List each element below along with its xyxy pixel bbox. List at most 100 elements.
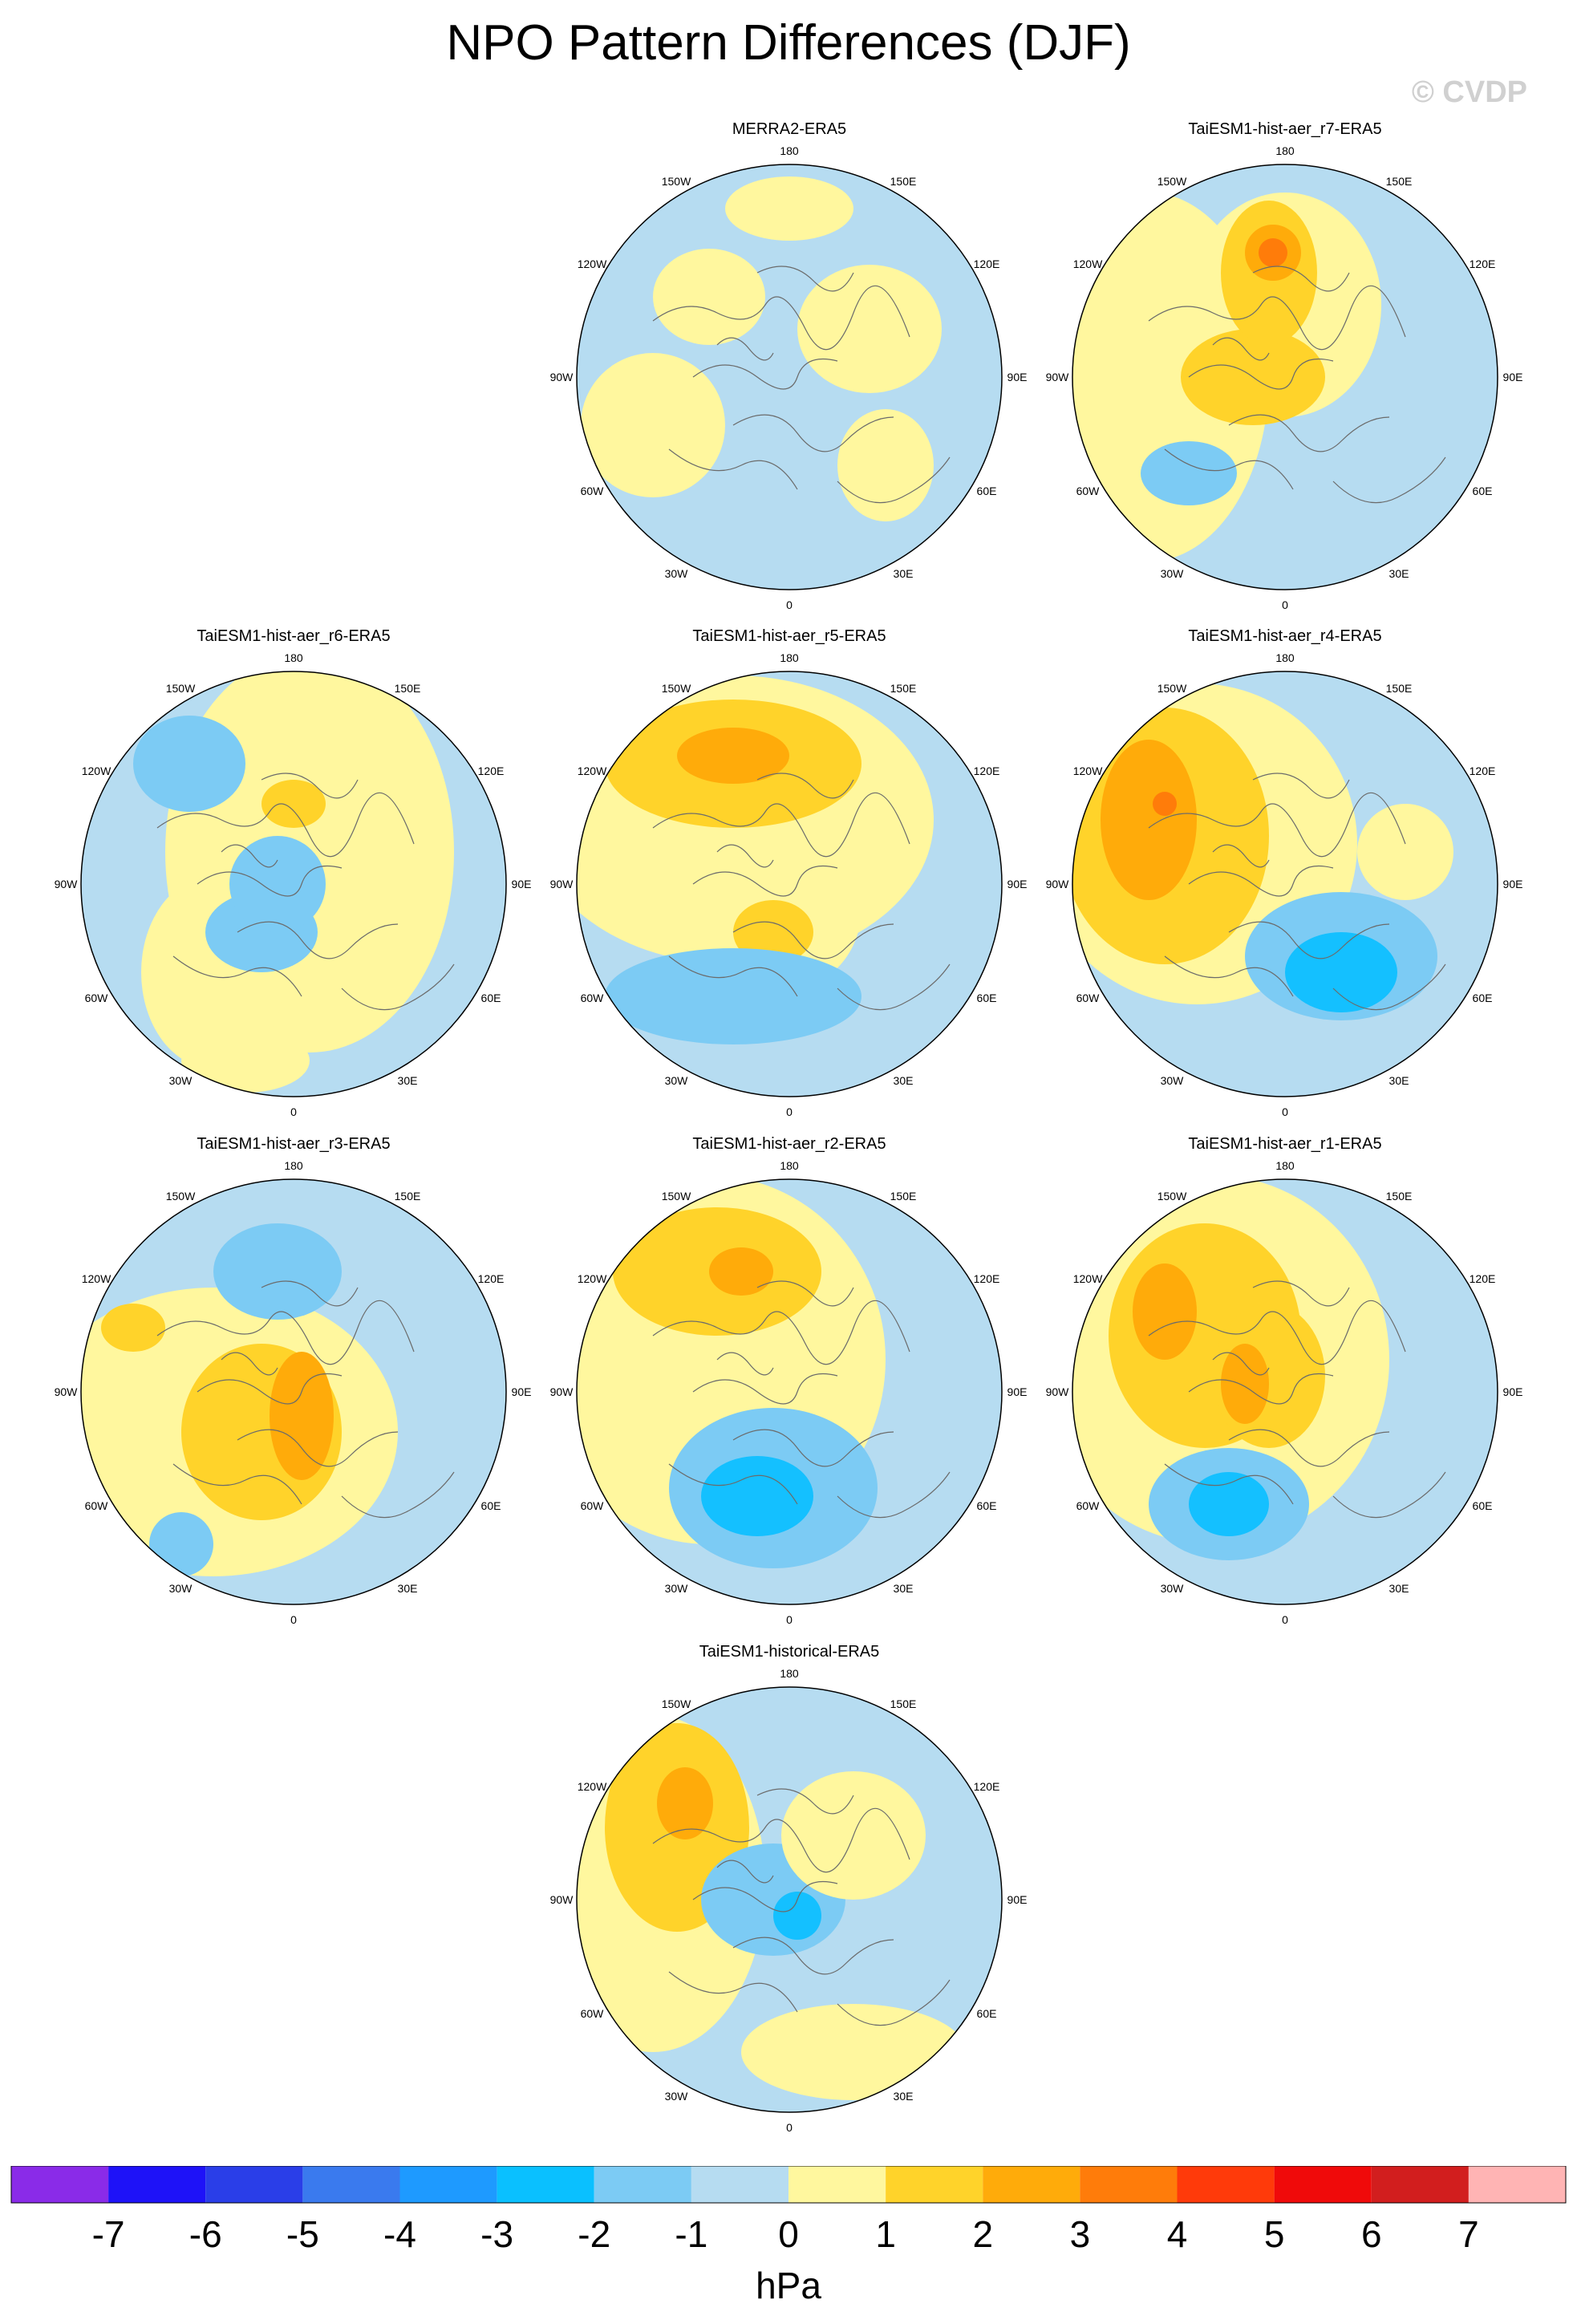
- coastline: [156, 792, 415, 858]
- longitude-label: 150W: [165, 1190, 196, 1203]
- longitude-label: 150E: [890, 175, 917, 188]
- longitude-label: 120E: [1469, 765, 1496, 777]
- longitude-label: 150E: [394, 1190, 421, 1203]
- longitude-label: 60W: [84, 1499, 108, 1512]
- field-contour: [1133, 1263, 1197, 1360]
- coastline: [716, 1860, 774, 1884]
- longitude-label: 0: [786, 1613, 793, 1626]
- longitude-label: 0: [290, 1613, 297, 1626]
- coastline: [652, 285, 910, 351]
- colorbar-tick-label: -1: [675, 2213, 708, 2255]
- longitude-label: 30E: [397, 1582, 418, 1595]
- longitude-label: 30W: [664, 567, 688, 580]
- colorbar-tick-label: -2: [578, 2213, 611, 2255]
- longitude-label: 120E: [477, 765, 505, 777]
- colorbar-tick-label: 6: [1360, 2213, 1382, 2255]
- polar-map: [1072, 671, 1498, 1097]
- field-contour: [149, 1512, 213, 1576]
- map-panel: TaiESM1-hist-aer_r4-ERA5 180 150E 120E 90E 60…: [1028, 619, 1542, 1133]
- coastline: [1332, 963, 1446, 1011]
- coastline: [716, 337, 774, 361]
- field-contour: [229, 836, 326, 932]
- longitude-label: 150W: [661, 1190, 691, 1203]
- longitude-label: 90W: [1045, 878, 1069, 890]
- longitude-label: 120E: [1469, 258, 1496, 270]
- longitude-label: 90W: [1045, 371, 1069, 383]
- longitude-label: 120E: [973, 1780, 1000, 1793]
- coastline: [692, 1373, 838, 1405]
- longitude-label: 150W: [165, 682, 196, 695]
- coastline: [837, 456, 951, 504]
- colorbar-segment: [983, 2166, 1080, 2203]
- coastline: [716, 1352, 774, 1376]
- longitude-label: 120W: [577, 1780, 607, 1793]
- coastline: [1148, 285, 1406, 351]
- longitude-label: 30E: [893, 1074, 914, 1087]
- longitude-label: 90E: [1007, 1385, 1028, 1398]
- coastline: [668, 1971, 798, 2013]
- field-contour: [213, 1223, 342, 1320]
- longitude-label: 30E: [1388, 1582, 1409, 1595]
- longitude-label: 150W: [661, 682, 691, 695]
- map-panel: TaiESM1-historical-ERA5 180 150E 120E 90E 60E…: [533, 1635, 1046, 2148]
- longitude-label: 90E: [1502, 371, 1523, 383]
- longitude-label: 90W: [549, 1893, 574, 1906]
- longitude-label: 150E: [1385, 682, 1413, 695]
- coastline: [732, 1429, 894, 1467]
- colorbar-segment: [497, 2166, 594, 2203]
- panel-title: TaiESM1-hist-aer_r2-ERA5: [692, 1135, 886, 1153]
- coastline: [1148, 1300, 1406, 1365]
- colorbar-segment: [399, 2166, 497, 2203]
- colorbar-tick-label: 0: [778, 2213, 799, 2255]
- colorbar-segment: [1371, 2166, 1469, 2203]
- map-panel: TaiESM1-hist-aer_r1-ERA5 180 150E 120E 90E 60…: [1028, 1127, 1542, 1641]
- colorbar-segment: [205, 2166, 303, 2203]
- longitude-label: 30W: [1160, 567, 1184, 580]
- colorbar-segment: [302, 2166, 400, 2203]
- map-panel: MERRA2-ERA5 180 150E 120E 90E 60E 30E 0 30W 60W 90…: [533, 112, 1046, 626]
- map-panel: TaiESM1-hist-aer_r6-ERA5 180 150E 120E 90E 60…: [37, 619, 550, 1133]
- longitude-label: 0: [786, 2121, 793, 2134]
- coastline: [1164, 448, 1294, 490]
- panel-title: TaiESM1-hist-aer_r7-ERA5: [1188, 120, 1382, 138]
- longitude-label: 90E: [1007, 1893, 1028, 1906]
- field-contour: [133, 716, 245, 812]
- map-border: [576, 671, 1003, 1097]
- longitude-label: 120W: [577, 258, 607, 270]
- polar-map: [1072, 164, 1498, 590]
- coastline: [692, 358, 838, 390]
- longitude-label: 30W: [1160, 1074, 1184, 1087]
- field-contour: [1357, 804, 1453, 900]
- longitude-label: 30W: [168, 1074, 193, 1087]
- field-contour: [101, 1304, 165, 1352]
- longitude-label: 60W: [580, 992, 604, 1004]
- panel-title: TaiESM1-hist-aer_r6-ERA5: [197, 627, 391, 645]
- longitude-label: 90E: [1007, 878, 1028, 890]
- longitude-label: 90W: [1045, 1385, 1069, 1398]
- map-border: [576, 164, 1003, 590]
- field-contour: [1259, 238, 1287, 267]
- coastline: [756, 773, 854, 799]
- field-contour: [1221, 1344, 1269, 1424]
- coastline: [1164, 955, 1294, 997]
- field-contour: [773, 1892, 821, 1940]
- polar-map: [576, 1178, 1003, 1605]
- longitude-label: 60W: [580, 485, 604, 497]
- longitude-label: 0: [786, 598, 793, 611]
- longitude-label: 0: [1282, 598, 1288, 611]
- polar-map: [576, 164, 1003, 590]
- coastline: [756, 1788, 854, 1815]
- coastline: [732, 414, 894, 452]
- field-contour: [741, 2004, 966, 2100]
- colorbar-tick-label: 2: [972, 2213, 994, 2255]
- longitude-label: 60E: [976, 1499, 997, 1512]
- longitude-label: 90W: [549, 371, 574, 383]
- colorbar-tick-label: -5: [286, 2213, 319, 2255]
- field-contour: [1153, 792, 1177, 816]
- longitude-label: 30W: [168, 1582, 193, 1595]
- longitude-label: 90E: [511, 878, 532, 890]
- longitude-label: 0: [1282, 1613, 1288, 1626]
- coastline: [172, 1463, 302, 1505]
- longitude-label: 120E: [1469, 1272, 1496, 1285]
- longitude-label: 120E: [973, 1272, 1000, 1285]
